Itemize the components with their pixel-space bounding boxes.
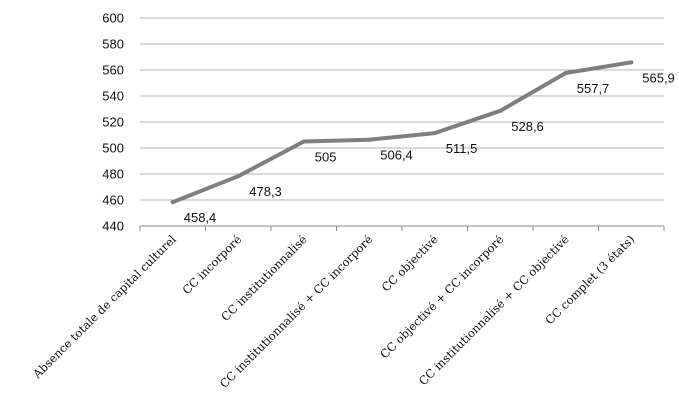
data-point xyxy=(498,108,503,113)
data-label: 505 xyxy=(315,150,337,165)
y-tick-label: 540 xyxy=(102,89,124,104)
data-point xyxy=(236,174,241,179)
x-axis xyxy=(139,226,665,231)
y-tick-label: 560 xyxy=(102,63,124,78)
data-label: 565,9 xyxy=(642,70,675,85)
x-tick-label: CC institutionnalisé + CC incorporé xyxy=(217,232,376,391)
y-tick-labels: 440 460 480 500 520 540 560 580 600 xyxy=(102,11,124,234)
y-tick-label: 520 xyxy=(102,115,124,130)
y-tick-label: 600 xyxy=(102,11,124,26)
x-tick-label: CC objectivé xyxy=(379,232,441,294)
data-point xyxy=(432,131,437,136)
x-tick-label: CC incorporé xyxy=(179,232,244,297)
x-tick-labels: Absence totale de capital culturel CC inc… xyxy=(29,232,637,391)
data-label: 528,6 xyxy=(511,119,544,134)
y-tick-label: 500 xyxy=(102,141,124,156)
data-label: 557,7 xyxy=(577,81,610,96)
y-gridlines xyxy=(140,17,664,227)
data-label: 478,3 xyxy=(249,184,282,199)
data-label: 506,4 xyxy=(380,148,413,163)
data-label: 511,5 xyxy=(446,141,478,156)
y-tick-label: 580 xyxy=(102,37,124,52)
data-point xyxy=(563,70,568,75)
data-point xyxy=(301,139,306,144)
x-tick-label: CC objectivé + CC incorporé xyxy=(377,232,506,361)
series-line xyxy=(170,60,634,205)
data-point xyxy=(629,60,634,65)
y-tick-label: 440 xyxy=(102,219,124,234)
data-point xyxy=(170,200,175,205)
y-tick-label: 460 xyxy=(102,193,124,208)
x-tick-label: Absence totale de capital culturel xyxy=(29,232,179,382)
data-point xyxy=(367,137,372,142)
data-label: 458,4 xyxy=(184,210,217,225)
series-line-group xyxy=(170,60,634,205)
y-tick-label: 480 xyxy=(102,167,124,182)
data-labels: 458,4 478,3 505 506,4 511,5 528,6 557,7 565,9 xyxy=(184,70,675,225)
